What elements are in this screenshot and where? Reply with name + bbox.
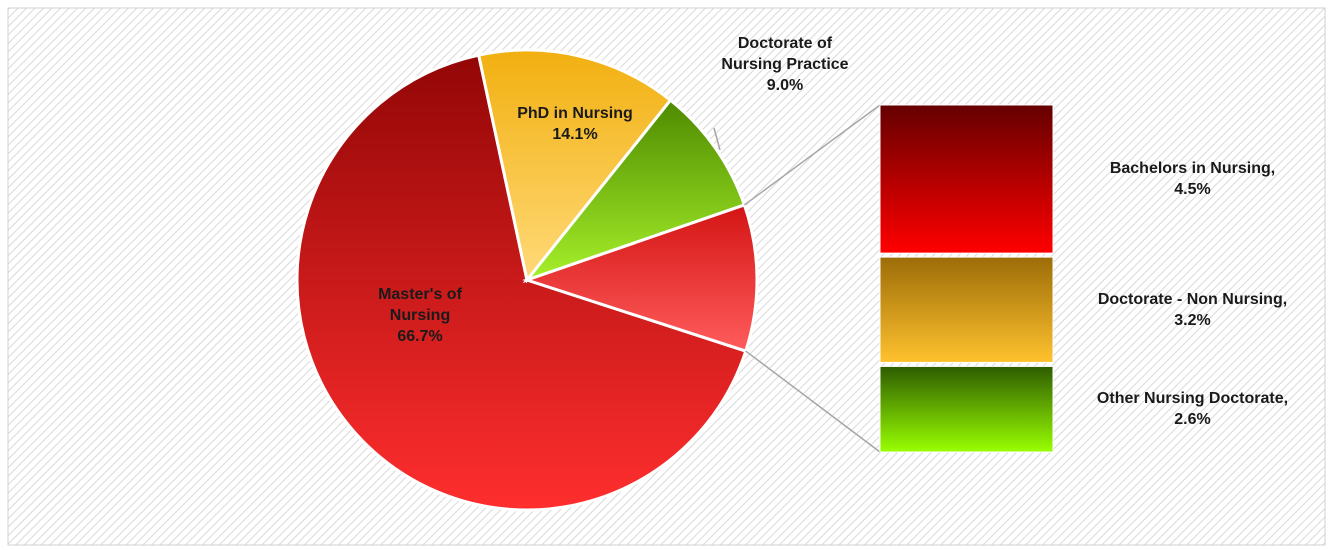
data-label: PhD in Nursing 14.1% xyxy=(475,103,675,145)
pie-slice xyxy=(295,53,748,512)
label-line: Doctorate - Non Nursing, xyxy=(1097,290,1288,308)
pie-slice xyxy=(522,98,747,284)
data-label: Doctorate of Nursing Practice 9.0% xyxy=(710,33,860,96)
data-label: Bachelors in Nursing, 4.5% xyxy=(1060,158,1325,200)
label-line: 2.6% xyxy=(1174,411,1211,429)
label-line: Doctorate of Nursing Practice xyxy=(721,35,849,73)
pie-slice xyxy=(476,48,673,284)
leader-line xyxy=(713,127,721,151)
label-line: Other Nursing Doctorate, xyxy=(1096,390,1289,408)
bar-segment xyxy=(879,256,1054,363)
label-line: PhD in Nursing xyxy=(517,105,633,122)
bar-segment xyxy=(879,104,1054,254)
bar-segment xyxy=(879,365,1054,453)
label-line: 66.7% xyxy=(397,328,443,345)
label-line: 3.2% xyxy=(1174,311,1211,329)
connector-line xyxy=(745,350,881,453)
label-line: Bachelors in Nursing, xyxy=(1109,160,1276,178)
label-line: Master's of Nursing xyxy=(378,286,462,324)
pie-slice xyxy=(522,203,759,353)
data-label: Doctorate - Non Nursing, 3.2% xyxy=(1060,289,1325,331)
label-line: 14.1% xyxy=(552,126,598,143)
connector-line xyxy=(743,104,881,206)
data-label: Other Nursing Doctorate, 2.6% xyxy=(1060,388,1325,430)
data-label: Master's of Nursing 66.7% xyxy=(365,284,475,347)
label-line: 4.5% xyxy=(1174,181,1211,199)
label-line: 9.0% xyxy=(766,77,804,94)
